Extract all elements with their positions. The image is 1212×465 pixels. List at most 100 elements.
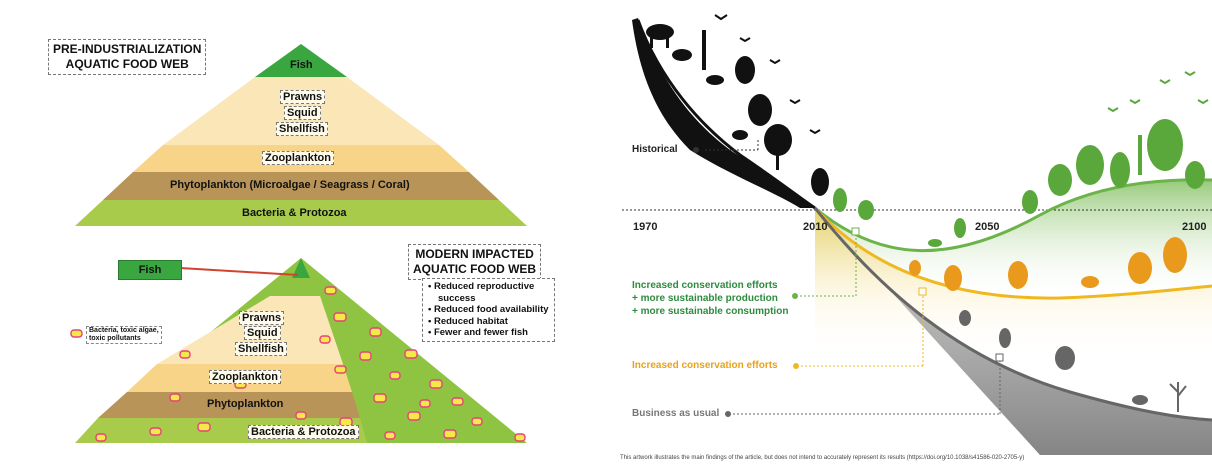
animal-silhouette: [732, 130, 748, 140]
bau-silhouettes: [959, 310, 1187, 412]
bird-silhouette: [739, 37, 751, 43]
scenario-line: + more sustainable consumption: [632, 306, 789, 317]
animal-silhouette: [1132, 395, 1148, 405]
pollutant-legend-swatch: [70, 329, 83, 338]
biodiversity-drawing: [622, 14, 1212, 455]
tree-silhouette: [1076, 145, 1104, 185]
modern-title: MODERN IMPACTED AQUATIC FOOD WEB: [408, 244, 542, 280]
modern-fish-box: Fish: [118, 260, 182, 280]
animal-silhouette: [928, 239, 942, 247]
bottom-squid-label: Squid: [244, 326, 281, 340]
tree-silhouette: [748, 94, 772, 126]
impacts-list: • Reduced reproductive success • Reduced…: [422, 278, 555, 342]
modern-title-line1: MODERN IMPACTED: [415, 247, 534, 261]
pollutant-blob: [443, 429, 457, 439]
footnote: This artwork illustrates the main findin…: [620, 455, 1025, 461]
scenario-line: + more sustainable production: [632, 293, 778, 304]
modern-title-line2: AQUATIC FOOD WEB: [413, 262, 537, 276]
bottom-shellfish-label: Shellfish: [235, 342, 287, 356]
pyramid-top-phytoplankton-layer: [103, 172, 499, 200]
year-label: 1970: [633, 221, 658, 233]
dead-tree-silhouette: [1169, 382, 1187, 412]
animal-silhouette: [672, 49, 692, 61]
tree-silhouette: [959, 310, 971, 326]
pyramid-top-bacteria-layer: [75, 200, 527, 226]
impact-item: success: [438, 292, 476, 304]
bottom-phytoplankton-label: Phytoplankton: [207, 398, 284, 410]
pollutant-blob: [407, 411, 421, 421]
top-squid-label: Squid: [284, 106, 321, 120]
scenario-line: Increased conservation efforts: [632, 280, 778, 291]
tree-silhouette: [1147, 119, 1183, 171]
giraffe-silhouette: [702, 30, 706, 70]
bottom-bacteria-label: Bacteria & Protozoa: [248, 425, 359, 439]
pollutant-blob: [471, 417, 483, 426]
pollutant-legend-line2: toxic pollutants: [89, 335, 141, 342]
pollutant-blob: [95, 433, 107, 442]
bau-area: [815, 208, 1212, 455]
impact-item: • Reduced reproductive: [428, 281, 535, 292]
conservation-silhouettes: [909, 237, 1187, 291]
pollutant-blob: [373, 393, 387, 403]
tree-silhouette: [1128, 252, 1152, 284]
bottom-zooplankton-label: Zooplankton: [209, 370, 281, 384]
bird-silhouette: [1129, 99, 1141, 105]
pollutant-blob: [295, 411, 307, 420]
pollutant-legend-line1: Bacteria, toxic algae,: [89, 327, 159, 334]
pyramid-bottom-fish-tip: [292, 258, 310, 278]
top-shellfish-label: Shellfish: [276, 122, 328, 136]
tree-silhouette: [858, 200, 874, 220]
pre-industrial-title-line2: AQUATIC FOOD WEB: [65, 57, 189, 71]
sustainable-curve: [814, 178, 1212, 253]
bau-curve: [813, 207, 1212, 422]
tree-silhouette: [764, 124, 792, 156]
pollutant-blob: [149, 427, 162, 436]
sustainable-dot: [792, 293, 798, 299]
pollutant-blob: [333, 312, 347, 322]
bau-marker: [995, 353, 1004, 362]
animal-silhouette: [650, 36, 653, 48]
bottom-prawns-label: Prawns: [239, 311, 285, 325]
bird-silhouette: [1107, 107, 1119, 113]
food-web-panel: PRE-INDUSTRIALIZATION AQUATIC FOOD WEB F…: [48, 39, 555, 443]
pollutant-legend: Bacteria, toxic algae, toxic pollutants: [86, 326, 162, 344]
pollutant-blob: [451, 397, 464, 406]
fish-connector-line: [179, 267, 299, 276]
tree-silhouette: [944, 265, 962, 291]
pollutant-blob: [319, 335, 331, 344]
tree-silhouette: [735, 56, 755, 84]
modern-fish-label: Fish: [138, 264, 162, 276]
bird-silhouette: [1184, 71, 1196, 77]
bird-silhouette: [769, 59, 781, 65]
pollutant-blob: [324, 286, 337, 295]
biodiversity-panel: 1970 2010 2050 2100 Historical Increased…: [620, 0, 1212, 465]
tree-silhouette: [1008, 261, 1028, 289]
pollutant-blob: [169, 393, 181, 402]
top-phytoplankton-label: Phytoplankton (Microalgae / Seagrass / C…: [170, 179, 410, 191]
pollutant-blob: [197, 422, 211, 432]
sustainable-scenario-label: Increased conservation efforts + more su…: [632, 279, 788, 318]
impact-item: • Reduced food availability: [428, 304, 549, 315]
tree-silhouette: [1048, 164, 1072, 196]
pre-industrial-title-line1: PRE-INDUSTRIALIZATION: [53, 42, 202, 56]
pollutant-blob: [514, 433, 526, 442]
bau-dot: [725, 411, 731, 417]
conservation-scenario-label: Increased conservation efforts: [632, 360, 778, 371]
year-label: 2050: [975, 221, 1000, 233]
tree-silhouette: [1055, 346, 1075, 370]
pollutant-blob: [404, 349, 418, 359]
historical-dot: [693, 147, 699, 153]
tree-silhouette: [909, 260, 921, 276]
top-zooplankton-label: Zooplankton: [262, 151, 334, 165]
bird-silhouette: [789, 99, 801, 105]
pyramid-bottom-phytoplankton-layer: [98, 392, 360, 418]
pollutant-blob: [384, 431, 396, 440]
historical-label: Historical: [632, 144, 678, 155]
bird-silhouette: [1197, 99, 1209, 105]
bird-silhouette: [714, 14, 728, 21]
pyramid-top-fish-layer: [255, 44, 347, 77]
year-label: 2100: [1182, 221, 1207, 233]
pre-industrial-title: PRE-INDUSTRIALIZATION AQUATIC FOOD WEB: [48, 39, 207, 75]
tree-silhouette: [1110, 152, 1130, 188]
giraffe-silhouette: [1138, 135, 1142, 175]
